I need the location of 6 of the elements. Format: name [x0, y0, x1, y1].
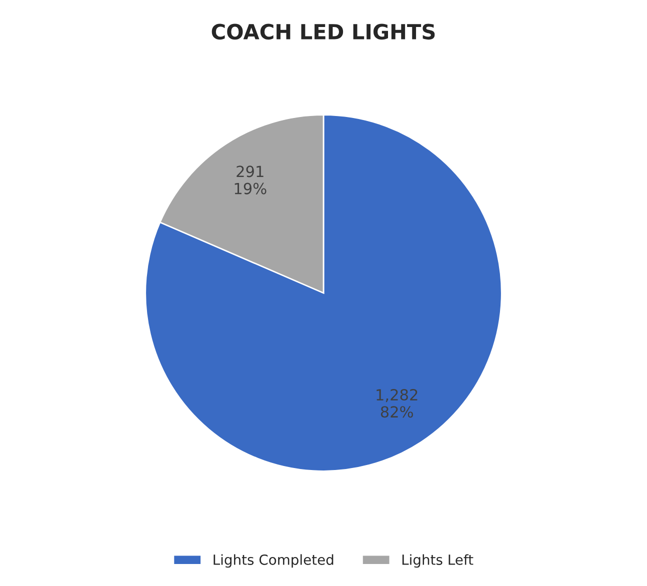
chart-title: COACH LED LIGHTS [212, 24, 435, 40]
legend-label: Lights Completed [214, 554, 334, 568]
data-label: 1,282 82% [376, 388, 418, 418]
pie-slice [144, 114, 502, 472]
legend-label: Lights Left [402, 554, 474, 568]
data-label: 291 19% [234, 166, 266, 194]
